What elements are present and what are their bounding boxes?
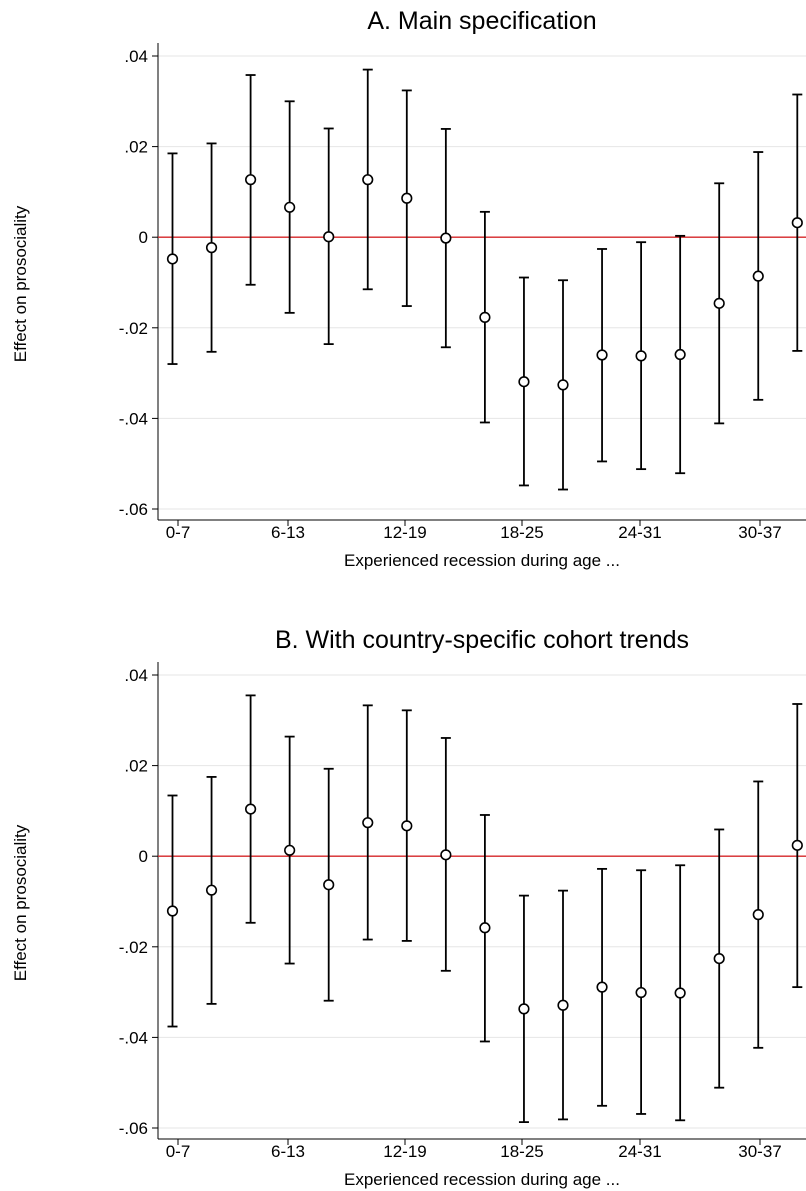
point-estimate [713, 952, 725, 965]
point-estimate [791, 217, 803, 229]
y-tick-label: .02 [124, 138, 148, 157]
point-estimate [440, 849, 452, 861]
y-axis-label: Effect on prosociality [11, 205, 30, 362]
point-estimate [401, 192, 413, 204]
point-estimate [284, 844, 296, 856]
point-estimate [401, 820, 413, 832]
x-tick-label: 24-31 [618, 1142, 661, 1161]
y-tick-label: 0 [139, 847, 148, 866]
x-tick-label: 18-25 [500, 523, 543, 542]
y-tick-label: -.02 [119, 938, 148, 957]
point-estimate [635, 986, 647, 999]
point-estimate [205, 242, 218, 254]
point-estimate [245, 174, 257, 186]
point-estimate [245, 803, 257, 815]
point-estimate [166, 905, 179, 917]
point-estimate [362, 174, 374, 186]
x-tick-label: 18-25 [500, 1142, 543, 1161]
x-tick-label: 30-37 [738, 1142, 781, 1161]
y-tick-label: -.04 [119, 409, 148, 428]
x-tick-label: 0-7 [166, 1142, 191, 1161]
y-tick-label: -.02 [119, 319, 148, 338]
y-axis-label: Effect on prosociality [11, 824, 30, 981]
point-estimate [557, 999, 569, 1011]
point-estimate [518, 376, 530, 388]
x-tick-label: 24-31 [618, 523, 661, 542]
chart-title: A. Main specification [367, 7, 596, 35]
point-estimate [752, 270, 764, 282]
y-tick-label: .04 [124, 47, 148, 66]
point-estimate [205, 884, 218, 896]
y-tick-label: -.04 [119, 1028, 148, 1047]
point-estimate [284, 201, 296, 213]
point-estimate [713, 297, 725, 309]
x-axis-label: Experienced recession during age ... [344, 551, 620, 570]
x-tick-label: 30-37 [738, 523, 781, 542]
point-estimate [166, 253, 179, 265]
point-estimate [635, 350, 647, 362]
point-estimate [323, 879, 335, 891]
point-estimate [323, 231, 335, 243]
x-tick-label: 6-13 [271, 523, 305, 542]
point-estimate [596, 349, 608, 361]
point-estimate [362, 817, 374, 829]
y-tick-label: 0 [139, 228, 148, 247]
point-estimate [479, 922, 491, 934]
y-tick-label: .04 [124, 666, 148, 685]
y-tick-label: -.06 [119, 1119, 148, 1138]
point-estimate [674, 987, 686, 999]
x-tick-label: 6-13 [271, 1142, 305, 1161]
x-tick-label: 12-19 [383, 523, 426, 542]
point-estimate [479, 311, 491, 323]
point-estimate [440, 232, 452, 244]
y-tick-label: .02 [124, 757, 148, 776]
x-tick-label: 12-19 [383, 1142, 426, 1161]
chart-title: B. With country-specific cohort trends [275, 626, 689, 654]
point-estimate [518, 1003, 530, 1015]
point-estimate [674, 348, 686, 361]
chart-panel-a: A. Main specification .04 .02 0 -.02 -.04 -.06… [11, 7, 806, 570]
y-tick-label: -.06 [119, 500, 148, 519]
chart-panel-b: B. With country-specific cohort trends .0… [11, 626, 806, 1189]
point-estimate [596, 981, 608, 993]
point-estimate [752, 909, 764, 921]
point-estimate [791, 839, 803, 851]
x-tick-label: 0-7 [166, 523, 191, 542]
point-estimate [557, 379, 569, 391]
x-axis-label: Experienced recession during age ... [344, 1170, 620, 1189]
